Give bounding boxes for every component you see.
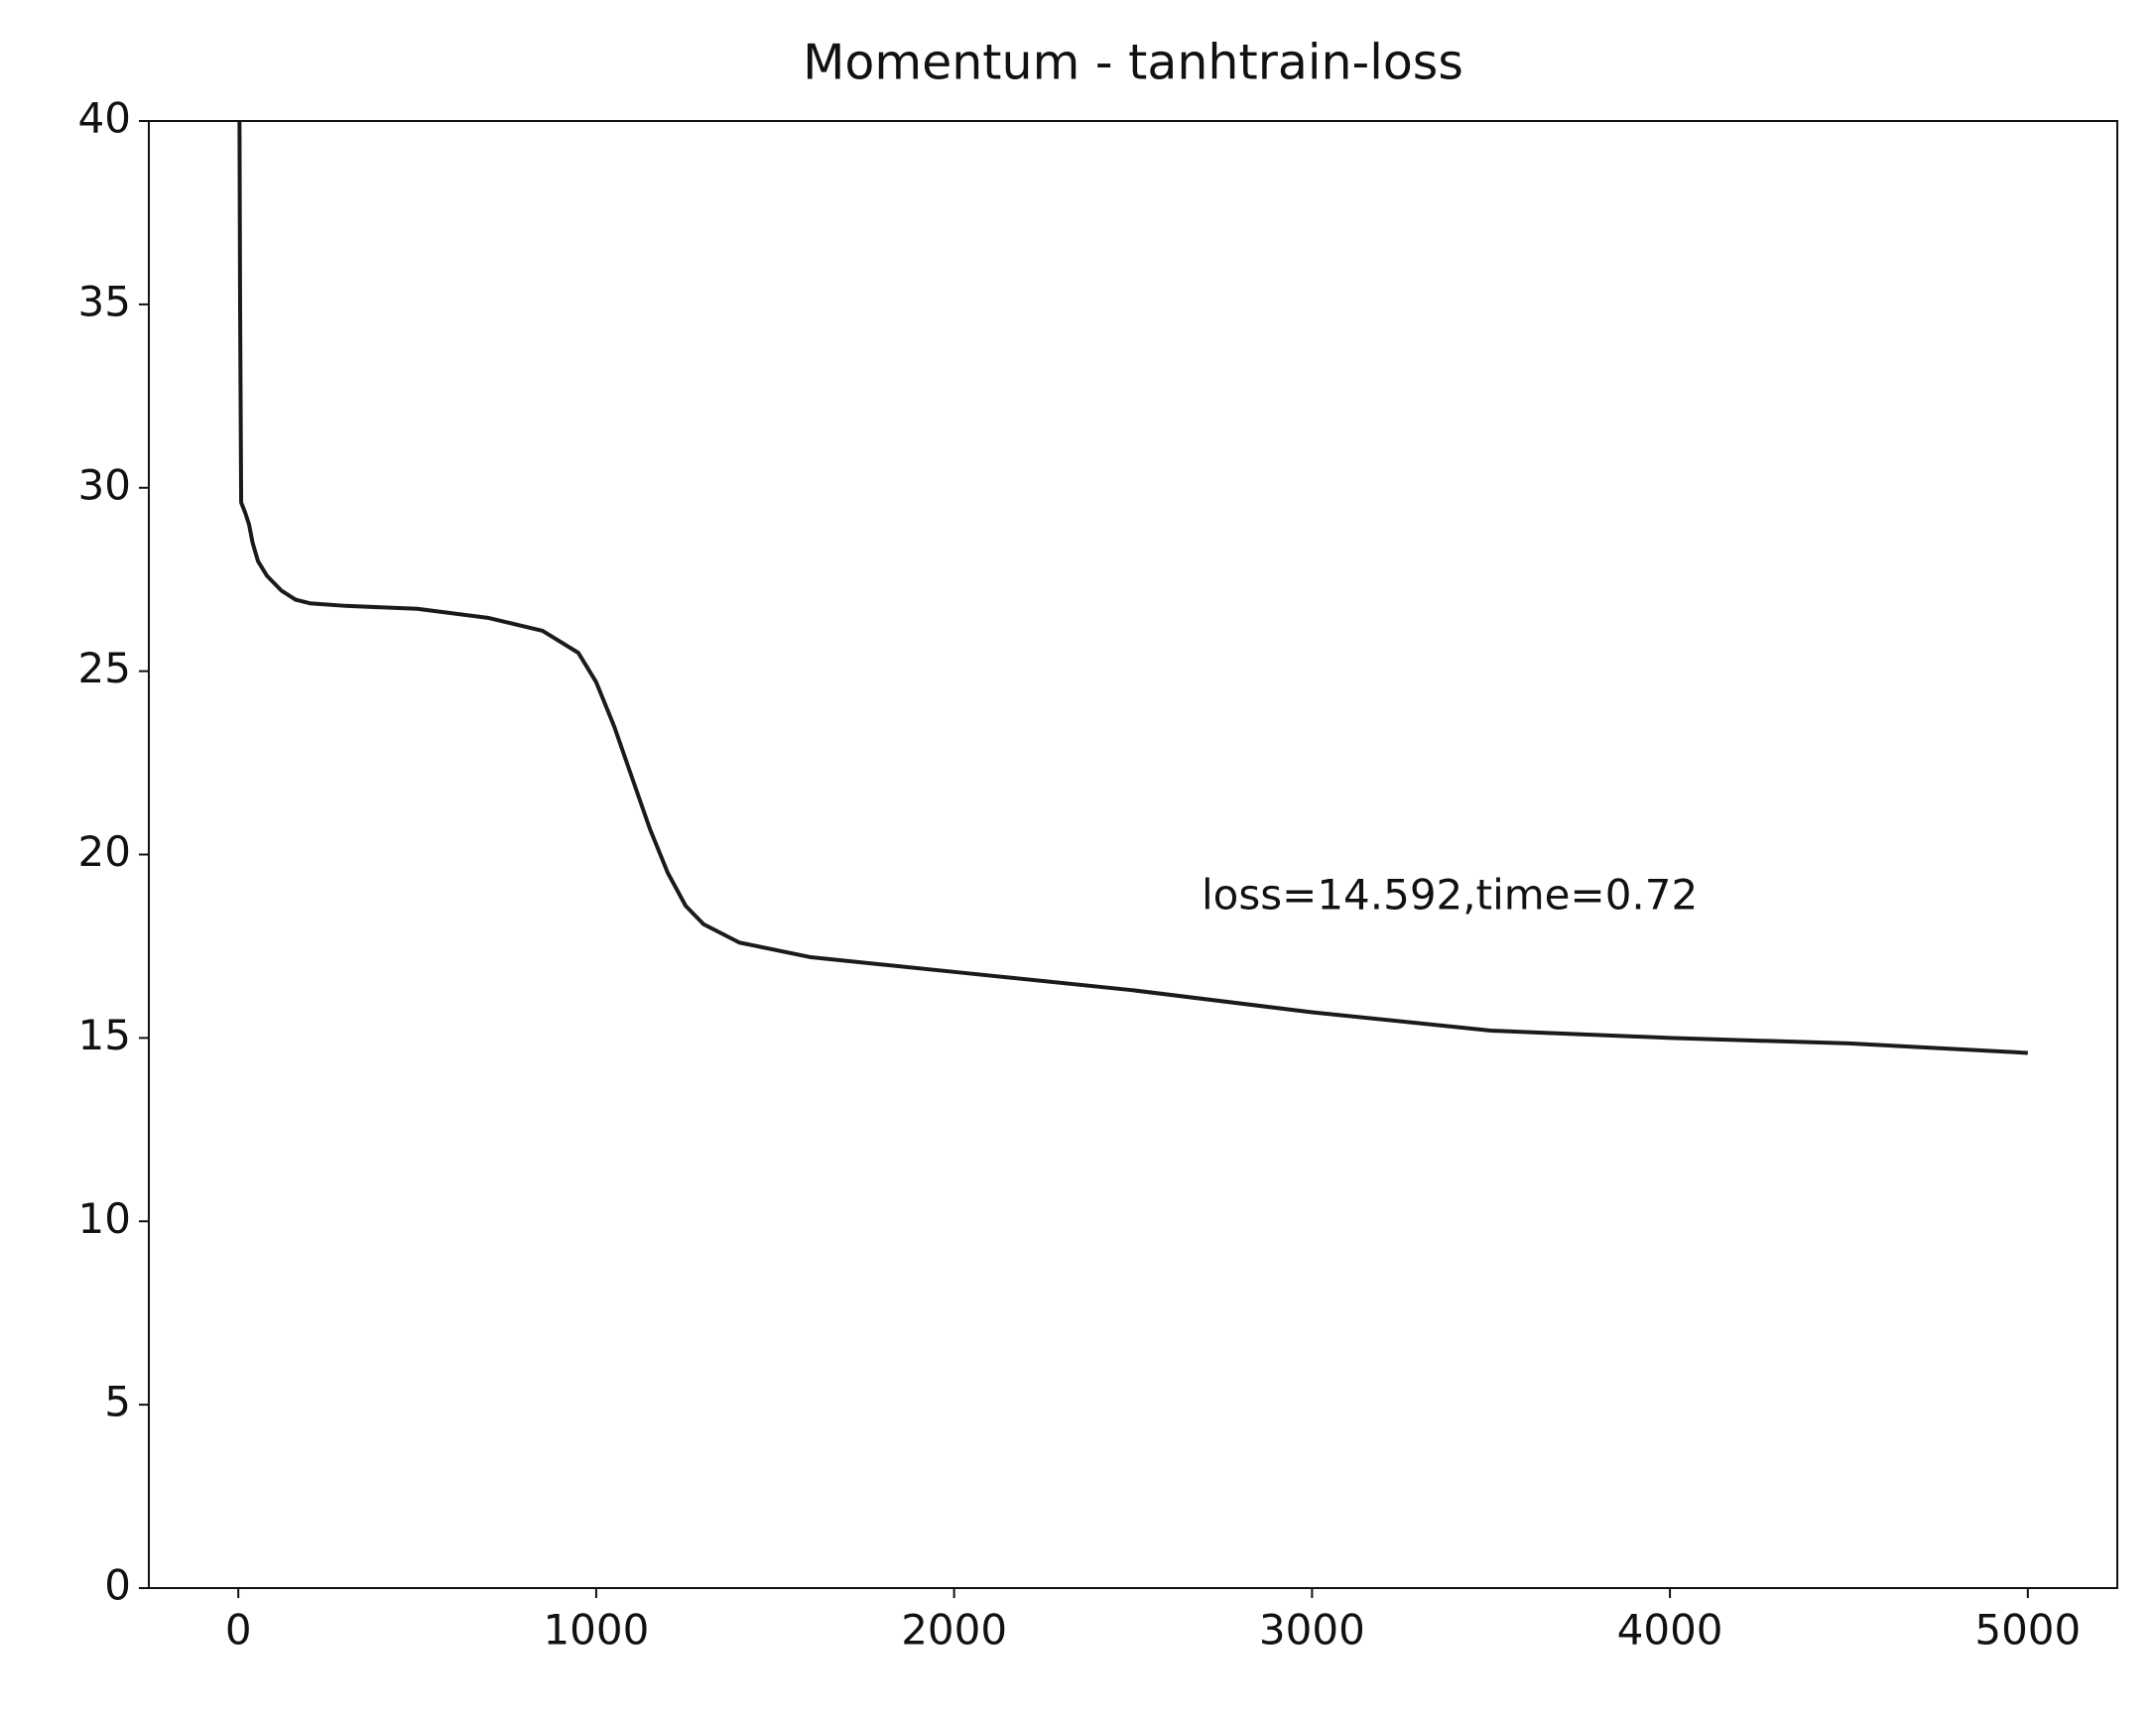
chart-title: Momentum - tanhtrain-loss (803, 35, 1463, 91)
y-tick-label: 20 (78, 827, 131, 876)
x-tick-label: 0 (225, 1606, 252, 1655)
x-tick-label: 1000 (543, 1606, 649, 1655)
y-tick-label: 25 (78, 644, 131, 692)
x-tick-label: 4000 (1617, 1606, 1723, 1655)
annotation: loss=14.592,time=0.72 (1202, 871, 1698, 920)
y-tick-label: 35 (78, 277, 131, 325)
y-tick-label: 30 (78, 460, 131, 509)
x-tick-label: 5000 (1974, 1606, 2081, 1655)
y-tick-label: 10 (78, 1194, 131, 1243)
line-series (237, 121, 2028, 1055)
plot-frame (148, 120, 2118, 1589)
y-tick-label: 5 (104, 1378, 131, 1426)
y-tick-label: 0 (104, 1561, 131, 1610)
y-tick-label: 15 (78, 1011, 131, 1059)
plot-area (237, 121, 2028, 1055)
x-tick-label: 3000 (1259, 1606, 1365, 1655)
y-tick-label: 40 (78, 94, 131, 143)
x-tick-label: 2000 (901, 1606, 1007, 1655)
